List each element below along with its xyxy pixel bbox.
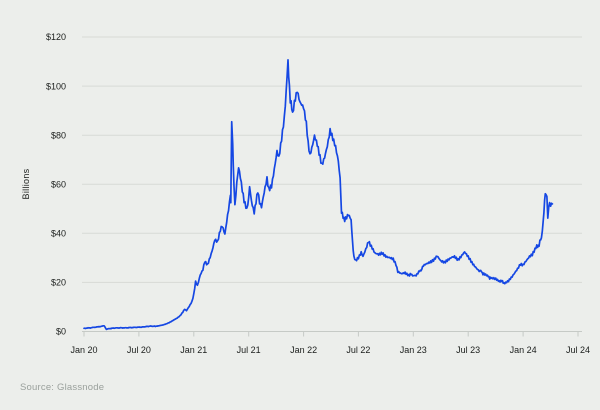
source-caption: Source: Glassnode [20,382,105,393]
x-tick-label: Jul 24 [566,345,590,355]
y-tick-label: $60 [51,179,66,189]
x-tick-marks [83,331,579,337]
y-tick-label: $100 [46,81,66,91]
y-tick-label: $20 [51,278,66,288]
y-tick-label: $0 [56,327,66,337]
x-tick-labels: Jan 20 Jul 20 Jan 21 Jul 21 Jan 22 Jul 22 Jan … [70,345,590,355]
series-line [83,59,554,331]
x-tick-label: Jul 23 [456,345,480,355]
x-tick-label: Jan 20 [70,345,97,355]
x-tick-label: Jan 22 [290,345,317,355]
y-tick-labels: $120 $100 $80 $60 $40 $20 $0 [46,32,66,337]
y-tick-label: $120 [46,32,66,42]
y-gridlines [82,36,582,332]
x-tick-label: Jan 21 [180,345,207,355]
y-tick-label: $40 [51,229,66,239]
x-tick-label: Jul 21 [237,345,261,355]
y-tick-label: $80 [51,130,66,140]
x-tick-label: Jul 20 [127,345,151,355]
x-tick-label: Jan 23 [400,345,427,355]
x-tick-label: Jul 22 [346,345,370,355]
y-axis-title: Billions [21,168,31,200]
x-tick-label: Jan 24 [510,345,537,355]
